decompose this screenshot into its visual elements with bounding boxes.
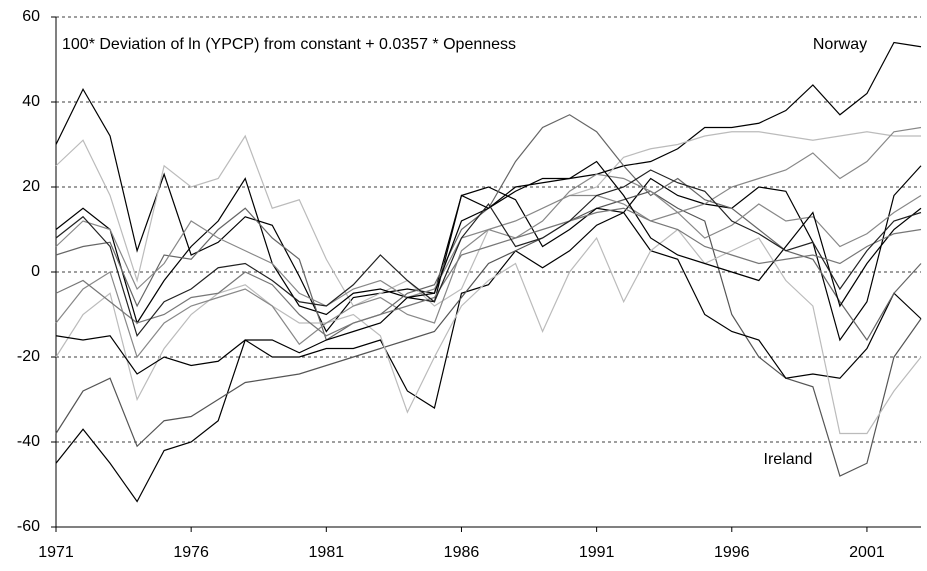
x-tick-label: 1971	[38, 544, 74, 561]
series-annotation: Ireland	[764, 451, 813, 468]
series-line	[55, 190, 922, 477]
x-tick-label: 1981	[309, 544, 345, 561]
series-line	[55, 160, 922, 375]
y-tick-label: 40	[22, 93, 40, 110]
series-line	[55, 114, 922, 342]
y-tick-label: -60	[17, 518, 40, 535]
x-tick-label: 1976	[173, 544, 209, 561]
series-line	[55, 177, 922, 379]
x-tick-label: 1996	[714, 544, 750, 561]
y-tick-label: 0	[31, 263, 40, 280]
series-line	[55, 169, 922, 338]
series-line	[55, 126, 922, 359]
y-tick-label: -40	[17, 433, 40, 450]
y-tick-label: -20	[17, 348, 40, 365]
series-line	[55, 165, 922, 503]
x-tick-label: 2001	[849, 544, 885, 561]
x-tick-label: 1986	[444, 544, 480, 561]
y-tick-label: 60	[22, 8, 40, 25]
y-tick-label: 20	[22, 178, 40, 195]
series-annotation: Norway	[813, 36, 867, 53]
x-tick-label: 1991	[579, 544, 615, 561]
chart-title: 100* Deviation of ln (YPCP) from constan…	[62, 36, 516, 53]
series-line	[55, 228, 922, 435]
series-line	[55, 207, 922, 337]
